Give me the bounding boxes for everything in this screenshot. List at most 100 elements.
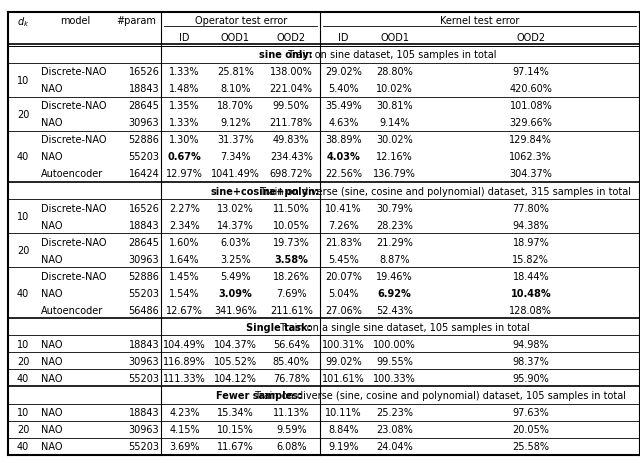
Text: 20: 20: [17, 110, 29, 120]
Text: NAO: NAO: [41, 442, 63, 452]
Text: 8.10%: 8.10%: [220, 84, 250, 94]
Text: ID: ID: [179, 33, 190, 43]
Text: 105.52%: 105.52%: [214, 357, 257, 367]
Text: 8.87%: 8.87%: [380, 255, 410, 265]
Text: 16526: 16526: [129, 204, 159, 213]
Text: 1.64%: 1.64%: [170, 255, 200, 265]
Text: 18843: 18843: [129, 84, 159, 94]
Text: 18843: 18843: [129, 220, 159, 231]
Text: 100.31%: 100.31%: [322, 340, 365, 350]
Text: 97.14%: 97.14%: [513, 67, 549, 77]
Text: OOD1: OOD1: [221, 33, 250, 43]
Text: #param: #param: [116, 16, 157, 26]
Text: OOD1: OOD1: [380, 33, 409, 43]
Text: 18843: 18843: [129, 340, 159, 350]
Text: Discrete-NAO: Discrete-NAO: [41, 101, 106, 111]
Text: 95.90%: 95.90%: [513, 374, 549, 384]
Text: 101.61%: 101.61%: [322, 374, 365, 384]
Text: Train on diverse (sine, cosine and polynomial) dataset, 315 samples in total: Train on diverse (sine, cosine and polyn…: [257, 187, 631, 196]
Text: 128.08%: 128.08%: [509, 306, 552, 316]
Text: 18.44%: 18.44%: [513, 272, 549, 282]
Text: 6.08%: 6.08%: [276, 442, 307, 452]
Text: Fewer samples:: Fewer samples:: [216, 391, 301, 401]
Text: 5.04%: 5.04%: [328, 289, 358, 299]
Text: 12.67%: 12.67%: [166, 306, 203, 316]
Text: OOD2: OOD2: [276, 33, 306, 43]
Text: 25.23%: 25.23%: [376, 408, 413, 418]
Text: 4.63%: 4.63%: [328, 119, 358, 128]
Text: 20: 20: [17, 425, 29, 435]
Text: Autoencoder: Autoencoder: [41, 306, 103, 316]
Text: 20.07%: 20.07%: [325, 272, 362, 282]
Text: 23.08%: 23.08%: [376, 425, 413, 435]
Text: 30963: 30963: [129, 357, 159, 367]
Text: 100.00%: 100.00%: [373, 340, 416, 350]
Text: Discrete-NAO: Discrete-NAO: [41, 204, 106, 213]
Text: 10.02%: 10.02%: [376, 84, 413, 94]
Text: 111.33%: 111.33%: [163, 374, 206, 384]
Text: 10.05%: 10.05%: [273, 220, 310, 231]
Text: NAO: NAO: [41, 425, 63, 435]
Text: sine only:: sine only:: [259, 50, 313, 60]
Text: 234.43%: 234.43%: [270, 152, 312, 163]
Text: 10.48%: 10.48%: [511, 289, 551, 299]
Text: 77.80%: 77.80%: [513, 204, 549, 213]
Text: 98.37%: 98.37%: [513, 357, 549, 367]
Text: 16424: 16424: [129, 169, 159, 180]
Text: Discrete-NAO: Discrete-NAO: [41, 67, 106, 77]
Text: 7.34%: 7.34%: [220, 152, 250, 163]
Text: Train on sine dataset, 105 samples in total: Train on sine dataset, 105 samples in to…: [285, 50, 497, 60]
Text: Discrete-NAO: Discrete-NAO: [41, 238, 106, 248]
Text: 27.06%: 27.06%: [325, 306, 362, 316]
Text: 49.83%: 49.83%: [273, 135, 310, 145]
Text: 15.82%: 15.82%: [513, 255, 549, 265]
Text: 4.03%: 4.03%: [326, 152, 360, 163]
Text: Kernel test error: Kernel test error: [440, 16, 520, 26]
Text: 10.11%: 10.11%: [325, 408, 362, 418]
Text: 10: 10: [17, 212, 29, 222]
Text: 10: 10: [17, 76, 29, 86]
Text: 129.84%: 129.84%: [509, 135, 552, 145]
Text: 1062.3%: 1062.3%: [509, 152, 552, 163]
Text: 101.08%: 101.08%: [509, 101, 552, 111]
Text: 10: 10: [17, 408, 29, 418]
Text: 52886: 52886: [129, 135, 159, 145]
Text: 10: 10: [17, 340, 29, 350]
Text: Train on a single sine dataset, 105 samples in total: Train on a single sine dataset, 105 samp…: [277, 323, 530, 333]
Text: 25.81%: 25.81%: [217, 67, 253, 77]
Text: 55203: 55203: [129, 442, 159, 452]
Text: 40: 40: [17, 289, 29, 299]
Text: 16526: 16526: [129, 67, 159, 77]
Text: 30963: 30963: [129, 425, 159, 435]
Text: 6.03%: 6.03%: [220, 238, 250, 248]
Text: NAO: NAO: [41, 84, 63, 94]
Text: 4.23%: 4.23%: [170, 408, 200, 418]
Text: 1.45%: 1.45%: [170, 272, 200, 282]
Text: ID: ID: [338, 33, 349, 43]
Text: 40: 40: [17, 152, 29, 163]
Text: Single task:: Single task:: [246, 323, 312, 333]
Text: 1.54%: 1.54%: [170, 289, 200, 299]
Text: 94.98%: 94.98%: [513, 340, 549, 350]
Text: 1041.49%: 1041.49%: [211, 169, 260, 180]
Text: 28.23%: 28.23%: [376, 220, 413, 231]
Text: 30.02%: 30.02%: [376, 135, 413, 145]
Text: 35.49%: 35.49%: [325, 101, 362, 111]
Text: 97.63%: 97.63%: [513, 408, 549, 418]
Text: 1.30%: 1.30%: [170, 135, 200, 145]
Text: NAO: NAO: [41, 152, 63, 163]
Text: 1.60%: 1.60%: [170, 238, 200, 248]
Text: 1.33%: 1.33%: [170, 67, 200, 77]
Text: NAO: NAO: [41, 220, 63, 231]
Text: 104.12%: 104.12%: [214, 374, 257, 384]
Text: 9.59%: 9.59%: [276, 425, 307, 435]
Text: 4.15%: 4.15%: [170, 425, 200, 435]
Text: 1.33%: 1.33%: [170, 119, 200, 128]
Text: 18843: 18843: [129, 408, 159, 418]
Text: 1.35%: 1.35%: [170, 101, 200, 111]
Text: 138.00%: 138.00%: [270, 67, 312, 77]
Text: 100.33%: 100.33%: [373, 374, 416, 384]
Text: 28645: 28645: [129, 101, 159, 111]
Text: Train on diverse (sine, cosine and polynomial) dataset, 105 samples in total: Train on diverse (sine, cosine and polyn…: [252, 391, 626, 401]
Text: 211.78%: 211.78%: [269, 119, 313, 128]
